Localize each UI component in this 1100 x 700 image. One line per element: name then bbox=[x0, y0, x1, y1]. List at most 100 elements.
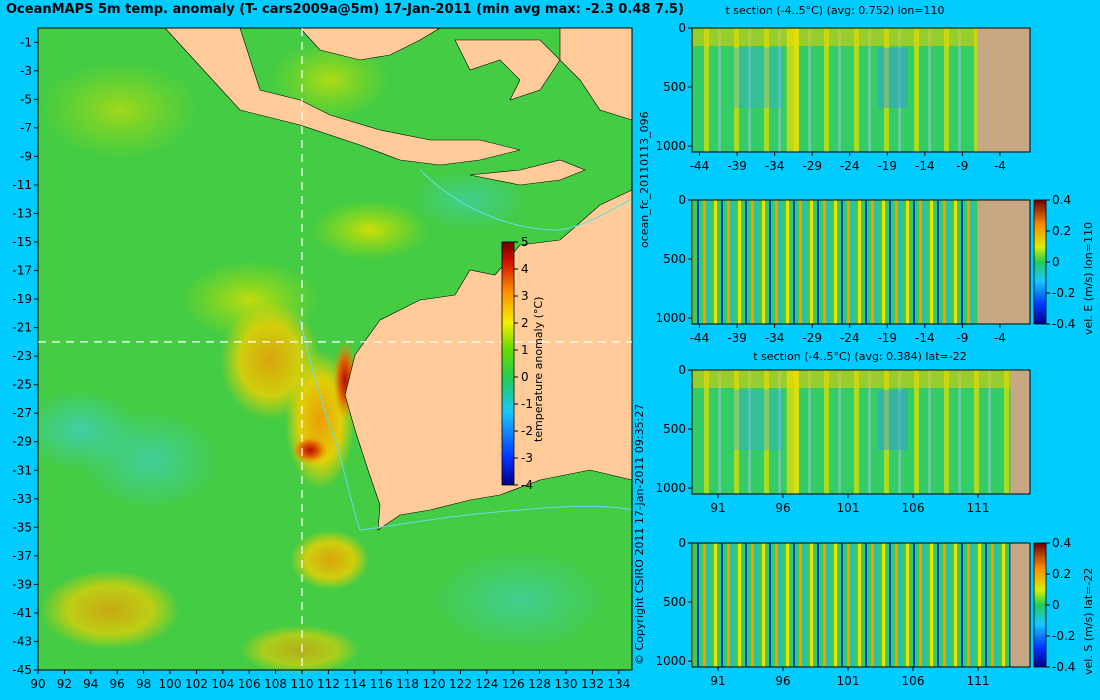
land-java-sumatra bbox=[164, 27, 521, 166]
map-y-tick-label: -43 bbox=[12, 634, 32, 648]
section-x-tick-label: 111 bbox=[967, 501, 990, 515]
map-x-tick-label: 104 bbox=[211, 677, 234, 691]
section-y-tick-label: 0 bbox=[678, 21, 686, 35]
map-y-tick-label: -7 bbox=[20, 121, 32, 135]
map-x-tick-label: 134 bbox=[607, 677, 630, 691]
map-x-tick-label: 106 bbox=[238, 677, 261, 691]
section-land bbox=[1010, 543, 1030, 667]
section-x-tick-label: 91 bbox=[710, 501, 725, 515]
section-x-tick-label: -39 bbox=[727, 159, 747, 173]
section-colorbar-tick-label: -0.2 bbox=[1052, 286, 1075, 300]
section-x-tick-label: -9 bbox=[956, 331, 968, 345]
map-x-tick-label: 98 bbox=[136, 677, 151, 691]
map-colorbar: 5 4 3 2 1 0 -1 -2 -3 -4 bbox=[501, 235, 533, 492]
section-x-tick-label: 96 bbox=[775, 674, 790, 688]
colorbar-tick-label: -2 bbox=[521, 424, 533, 438]
section-x-tick-label: -29 bbox=[802, 331, 822, 345]
land-sulawesi bbox=[454, 39, 561, 101]
map-y-tick-label: -33 bbox=[12, 492, 32, 506]
map-x-tick-label: 114 bbox=[343, 677, 366, 691]
section-x-tick-label: 91 bbox=[710, 674, 725, 688]
map-y-tick-label: -9 bbox=[20, 149, 32, 163]
map-y-tick-label: -17 bbox=[12, 264, 32, 278]
section-land bbox=[1010, 370, 1030, 494]
map-y-tick-label: -45 bbox=[12, 663, 32, 677]
section1-plot: -44 -39 -34 -29 -24 -19 -14 -9 -4 0 500 1000 bbox=[655, 21, 1031, 173]
section3-plot: 91 96 101 106 111 0 500 1000 bbox=[655, 363, 1031, 515]
section-colorbar bbox=[1033, 542, 1047, 668]
section-y-tick-label: 0 bbox=[678, 193, 686, 207]
section-y-tick-label: 0 bbox=[678, 536, 686, 550]
map-y-tick-label: -25 bbox=[12, 378, 32, 392]
map-y-tick-label: -39 bbox=[12, 577, 32, 591]
section-x-tick-label: -29 bbox=[802, 159, 822, 173]
section-colorbar-tick-label: -0.4 bbox=[1052, 317, 1075, 331]
colorbar-tick-label: 1 bbox=[521, 343, 529, 357]
section-colorbar-tick-label: 0.2 bbox=[1052, 224, 1071, 238]
section-x-tick-label: -19 bbox=[877, 159, 897, 173]
map-y-tick-label: -15 bbox=[12, 235, 32, 249]
map-y-axis: -1 -3 -5 -7 -9 -11 -13 -15 -17 -19 -21 -23 -25 -27 -29… bbox=[12, 35, 38, 677]
section-colorbar-tick-label: 0.4 bbox=[1052, 536, 1071, 550]
map-x-tick-label: 100 bbox=[159, 677, 182, 691]
map-x-tick-label: 94 bbox=[83, 677, 98, 691]
colorbar-label: temperature anomaly (°C) bbox=[532, 296, 545, 442]
section2-colorbar-label: vel. E (m/s) lon=110 bbox=[1082, 222, 1095, 335]
map-x-tick-label: 116 bbox=[370, 677, 393, 691]
map-y-tick-label: -23 bbox=[12, 349, 32, 363]
map-plot-area bbox=[20, 27, 633, 675]
section4-colorbar-label: vel. S (m/s) lat=-22 bbox=[1082, 567, 1095, 675]
section1-title: t section (-4..5°C) (avg: 0.752) lon=110 bbox=[725, 4, 945, 17]
section-field bbox=[692, 543, 1030, 667]
map-x-tick-label: 132 bbox=[581, 677, 604, 691]
section-x-tick-label: -4 bbox=[994, 159, 1006, 173]
section4-plot: 91 96 101 106 111 0 500 1000 0.4 0.2 0 -0.2 -0.4 bbox=[655, 536, 1075, 688]
section-x-tick-label: -9 bbox=[956, 159, 968, 173]
section-colorbar-tick-label: 0.2 bbox=[1052, 567, 1071, 581]
section-x-tick-label: 96 bbox=[775, 501, 790, 515]
section-colorbar-tick-label: -0.2 bbox=[1052, 629, 1075, 643]
section-x-tick-label: -44 bbox=[690, 159, 710, 173]
section-land bbox=[977, 28, 1030, 152]
map-x-tick-label: 102 bbox=[185, 677, 208, 691]
section-x-tick-label: -34 bbox=[765, 159, 785, 173]
map-y-tick-label: -35 bbox=[12, 520, 32, 534]
map-x-tick-label: 120 bbox=[423, 677, 446, 691]
map-y-tick-label: -37 bbox=[12, 549, 32, 563]
map-x-tick-label: 130 bbox=[555, 677, 578, 691]
map-x-tick-label: 108 bbox=[264, 677, 287, 691]
map-y-tick-label: -3 bbox=[20, 64, 32, 78]
map-y-tick-label: -41 bbox=[12, 606, 32, 620]
section-y-tick-label: 0 bbox=[678, 363, 686, 377]
section-x-tick-label: -34 bbox=[765, 331, 785, 345]
map-y-tick-label: -21 bbox=[12, 321, 32, 335]
map-x-tick-label: 110 bbox=[291, 677, 314, 691]
map-y-tick-label: -1 bbox=[20, 35, 32, 49]
section-x-tick-label: 111 bbox=[967, 674, 990, 688]
colorbar-tick-label: -4 bbox=[521, 478, 533, 492]
section-x-tick-label: -14 bbox=[915, 159, 935, 173]
map-y-tick-label: -5 bbox=[20, 92, 32, 106]
colorbar-tick-label: 3 bbox=[521, 289, 529, 303]
section-x-tick-label: -19 bbox=[877, 331, 897, 345]
section-charts: -44 -39 -34 -29 -24 -19 -14 -9 -4 0 500 1000 -44 -39… bbox=[655, 21, 1075, 688]
section-x-tick-label: -44 bbox=[690, 331, 710, 345]
section-y-tick-label: 1000 bbox=[655, 139, 686, 153]
section-colorbar-tick-label: 0 bbox=[1052, 255, 1060, 269]
map-title: OceanMAPS 5m temp. anomaly (T- cars2009a… bbox=[6, 2, 684, 17]
section-y-tick-label: 500 bbox=[663, 595, 686, 609]
section-x-tick-label: -39 bbox=[727, 331, 747, 345]
map-x-tick-label: 126 bbox=[502, 677, 525, 691]
section-x-tick-label: -24 bbox=[840, 331, 860, 345]
colorbar-tick-label: 2 bbox=[521, 316, 529, 330]
section-x-tick-label: -14 bbox=[915, 331, 935, 345]
colorbar-tick-label: 5 bbox=[521, 235, 529, 249]
section-colorbar bbox=[1033, 199, 1047, 325]
section-y-tick-label: 1000 bbox=[655, 481, 686, 495]
section2-plot: -44 -39 -34 -29 -24 -19 -14 -9 -4 0 500 1000 0.4 0.2 0… bbox=[655, 193, 1075, 345]
map-y-tick-label: -13 bbox=[12, 206, 32, 220]
bathymetry-contour bbox=[299, 319, 633, 531]
section-field bbox=[692, 200, 1030, 324]
map-x-tick-label: 96 bbox=[110, 677, 125, 691]
